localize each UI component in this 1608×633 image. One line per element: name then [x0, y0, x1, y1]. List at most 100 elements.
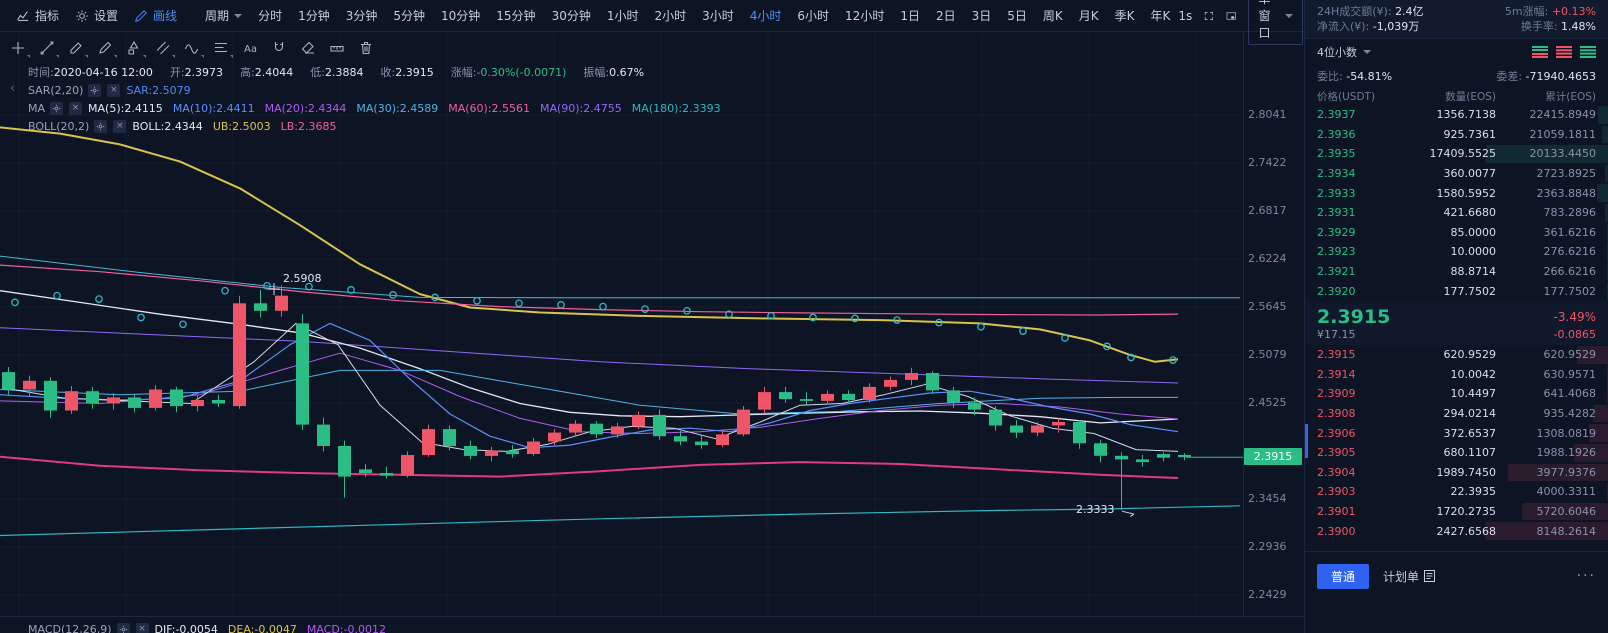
depth-bar [1522, 502, 1608, 521]
boll-close-icon[interactable]: × [113, 119, 127, 133]
trash-tool[interactable] [352, 36, 379, 60]
period-tab-10分钟[interactable]: 10分钟 [441, 9, 481, 23]
period-tab-周K[interactable]: 周K [1042, 9, 1063, 23]
period-tab-月K[interactable]: 月K [1078, 9, 1099, 23]
amount-cell: 85.0000 [1450, 225, 1497, 239]
ask-row[interactable]: 2.3937 1356.7138 22415.8949 [1305, 105, 1608, 125]
period-tab-2小时[interactable]: 2小时 [654, 9, 687, 23]
depth-bar [1605, 164, 1608, 183]
collapse-indicators-icon[interactable]: ‹ [10, 81, 16, 96]
period-tab-6小时[interactable]: 6小时 [797, 9, 830, 23]
legend-value: LB:2.3685 [280, 119, 337, 133]
period-dropdown[interactable]: 周期 [197, 7, 250, 24]
depth-bar [1486, 522, 1608, 540]
period-tab-30分钟[interactable]: 30分钟 [551, 9, 591, 23]
bid-row[interactable]: 2.3908 294.0214 935.4282 [1305, 404, 1608, 424]
window-mode-select[interactable]: 单窗口 [1248, 0, 1304, 45]
wave-tool[interactable] [178, 36, 205, 60]
macd-values: DIF:-0.0054 DEA:-0.0047 MACD:-0.0012 [155, 623, 396, 633]
ask-row[interactable]: 2.3934 360.0077 2723.8925 [1305, 164, 1608, 184]
ma-close-icon[interactable]: × [69, 101, 83, 115]
bid-row[interactable]: 2.3905 680.1107 1988.1926 [1305, 443, 1608, 463]
measure-icon [329, 45, 344, 52]
bid-row[interactable]: 2.3904 1989.7450 3977.9376 [1305, 463, 1608, 483]
period-tab-15分钟[interactable]: 15分钟 [496, 9, 536, 23]
period-tab-3小时[interactable]: 3小时 [702, 9, 734, 23]
period-tab-5日[interactable]: 5日 [1007, 9, 1027, 23]
normal-order-button[interactable]: 普通 [1317, 563, 1370, 589]
axis-price-label: 2.3454 [1248, 492, 1287, 506]
period-tab-3日[interactable]: 3日 [971, 9, 992, 23]
amount-cell: 1720.2735 [1436, 504, 1497, 518]
bid-row[interactable]: 2.3901 1720.2735 5720.6046 [1305, 502, 1608, 522]
pencil-tool[interactable] [91, 36, 118, 60]
panel-scrollbar-thumb[interactable] [1305, 424, 1308, 458]
macd-close-icon[interactable]: × [135, 622, 149, 633]
ask-row[interactable]: 2.3929 85.0000 361.6216 [1305, 223, 1608, 243]
measure-tool[interactable] [323, 36, 350, 60]
sar-close-icon[interactable]: × [107, 83, 121, 97]
amount-cell: 1580.5952 [1436, 186, 1497, 200]
brush-tool[interactable] [62, 36, 89, 60]
ask-row[interactable]: 2.3920 177.7502 177.7502 [1305, 281, 1608, 301]
crosshair-tool[interactable] [4, 36, 31, 60]
ask-row[interactable]: 2.3936 925.7361 21059.1811 [1305, 125, 1608, 145]
eraser-tool[interactable] [294, 36, 321, 60]
shape-tool[interactable] [120, 36, 147, 60]
bid-row[interactable]: 2.3903 22.3935 4000.3311 [1305, 482, 1608, 502]
more-options-icon[interactable]: ··· [1576, 568, 1596, 585]
plan-order-button[interactable]: 计划单 [1383, 568, 1436, 585]
total-cell: 2723.8925 [1536, 167, 1597, 181]
draw-line-button[interactable]: 画线 [126, 7, 185, 24]
period-tab-1小时[interactable]: 1小时 [606, 9, 639, 23]
bid-row[interactable]: 2.3906 372.6537 1308.0819 [1305, 423, 1608, 443]
settings-button[interactable]: 设置 [67, 7, 126, 24]
amount-cell: 421.6680 [1443, 206, 1497, 220]
period-tab-1分钟[interactable]: 1分钟 [298, 9, 330, 23]
period-tab-2日[interactable]: 2日 [935, 9, 956, 23]
fullscreen-icon[interactable] [1204, 9, 1214, 23]
period-tab-1日[interactable]: 1日 [900, 9, 920, 23]
period-tab-分时[interactable]: 分时 [258, 9, 283, 23]
period-tab-季K[interactable]: 季K [1114, 9, 1135, 23]
depth-bar [1598, 106, 1608, 124]
price-cell: 2.3931 [1317, 206, 1356, 220]
text-tool[interactable]: Aa [236, 36, 263, 60]
bid-row[interactable]: 2.3900 2427.6568 8148.2614 [1305, 521, 1608, 541]
bid-row[interactable]: 2.3914 10.0042 630.9571 [1305, 365, 1608, 385]
period-tab-年K[interactable]: 年K [1150, 9, 1171, 23]
book-mode-bids-icon[interactable] [1556, 46, 1572, 58]
ma-legend-row: MA × MA(5):2.4115 MA(10):2.4411 MA(20):2.4… [28, 99, 731, 117]
period-tab-3分钟[interactable]: 3分钟 [345, 9, 378, 23]
ma-name: MA [28, 101, 46, 115]
book-mode-all-icon[interactable] [1532, 46, 1548, 58]
ask-row[interactable]: 2.3935 17409.5525 20133.4450 [1305, 144, 1608, 164]
decimal-select-label: 4位小数 [1317, 46, 1357, 59]
bid-row[interactable]: 2.3915 620.9529 620.9529 [1305, 345, 1608, 365]
ask-row[interactable]: 2.3921 88.8714 266.6216 [1305, 262, 1608, 282]
ask-row[interactable]: 2.3923 10.0000 276.6216 [1305, 242, 1608, 262]
total-cell: 620.9529 [1543, 348, 1597, 362]
period-tab-4小时[interactable]: 4小时 [749, 9, 782, 23]
chevron-down-icon [234, 13, 243, 18]
magnet-tool[interactable] [265, 36, 292, 60]
ma-settings-icon[interactable] [50, 101, 64, 115]
fib-tool[interactable] [207, 36, 234, 60]
period-tab-5分钟[interactable]: 5分钟 [393, 9, 425, 23]
amount-cell: 680.1107 [1443, 446, 1497, 460]
brush-icon [69, 42, 82, 54]
ask-row[interactable]: 2.3933 1580.5952 2363.8848 [1305, 183, 1608, 203]
boll-settings-icon[interactable] [94, 119, 108, 133]
popout-window-icon[interactable] [1226, 9, 1236, 23]
bid-row[interactable]: 2.3909 10.4497 641.4068 [1305, 384, 1608, 404]
decimal-select[interactable]: 4位小数 [1317, 44, 1371, 60]
sar-settings-icon[interactable] [88, 83, 102, 97]
resolution-label[interactable]: 1s [1178, 8, 1193, 23]
period-tab-12小时[interactable]: 12小时 [845, 9, 885, 23]
macd-settings-icon[interactable] [116, 622, 130, 633]
ask-row[interactable]: 2.3931 421.6680 783.2896 [1305, 203, 1608, 223]
channel-tool[interactable] [149, 36, 176, 60]
indicators-button[interactable]: 指标 [8, 7, 67, 24]
trend-line-tool[interactable] [33, 36, 60, 60]
book-mode-asks-icon[interactable] [1580, 46, 1596, 58]
